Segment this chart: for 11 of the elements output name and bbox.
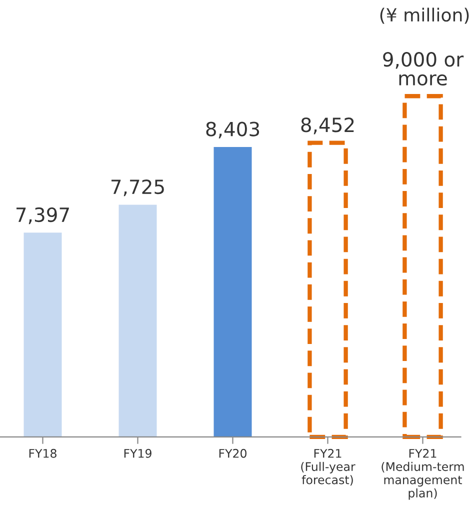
x-tick-label: FY18 [29,448,56,458]
data-label: 8,452 [301,118,354,134]
x-tick-label: FY19 [124,448,152,458]
x-tick-label: FY21 (Medium-term management plan) [382,448,464,500]
data-label: 7,397 [16,207,69,224]
data-label: 8,403 [206,122,260,138]
data-label: 7,725 [112,179,164,196]
x-tick-label: FY21 (Full-year forecast) [301,448,356,486]
x-tick-label: FY20 [219,448,246,458]
text: (¥ million) [380,8,469,24]
data-label: 9,000 or more [383,52,464,86]
